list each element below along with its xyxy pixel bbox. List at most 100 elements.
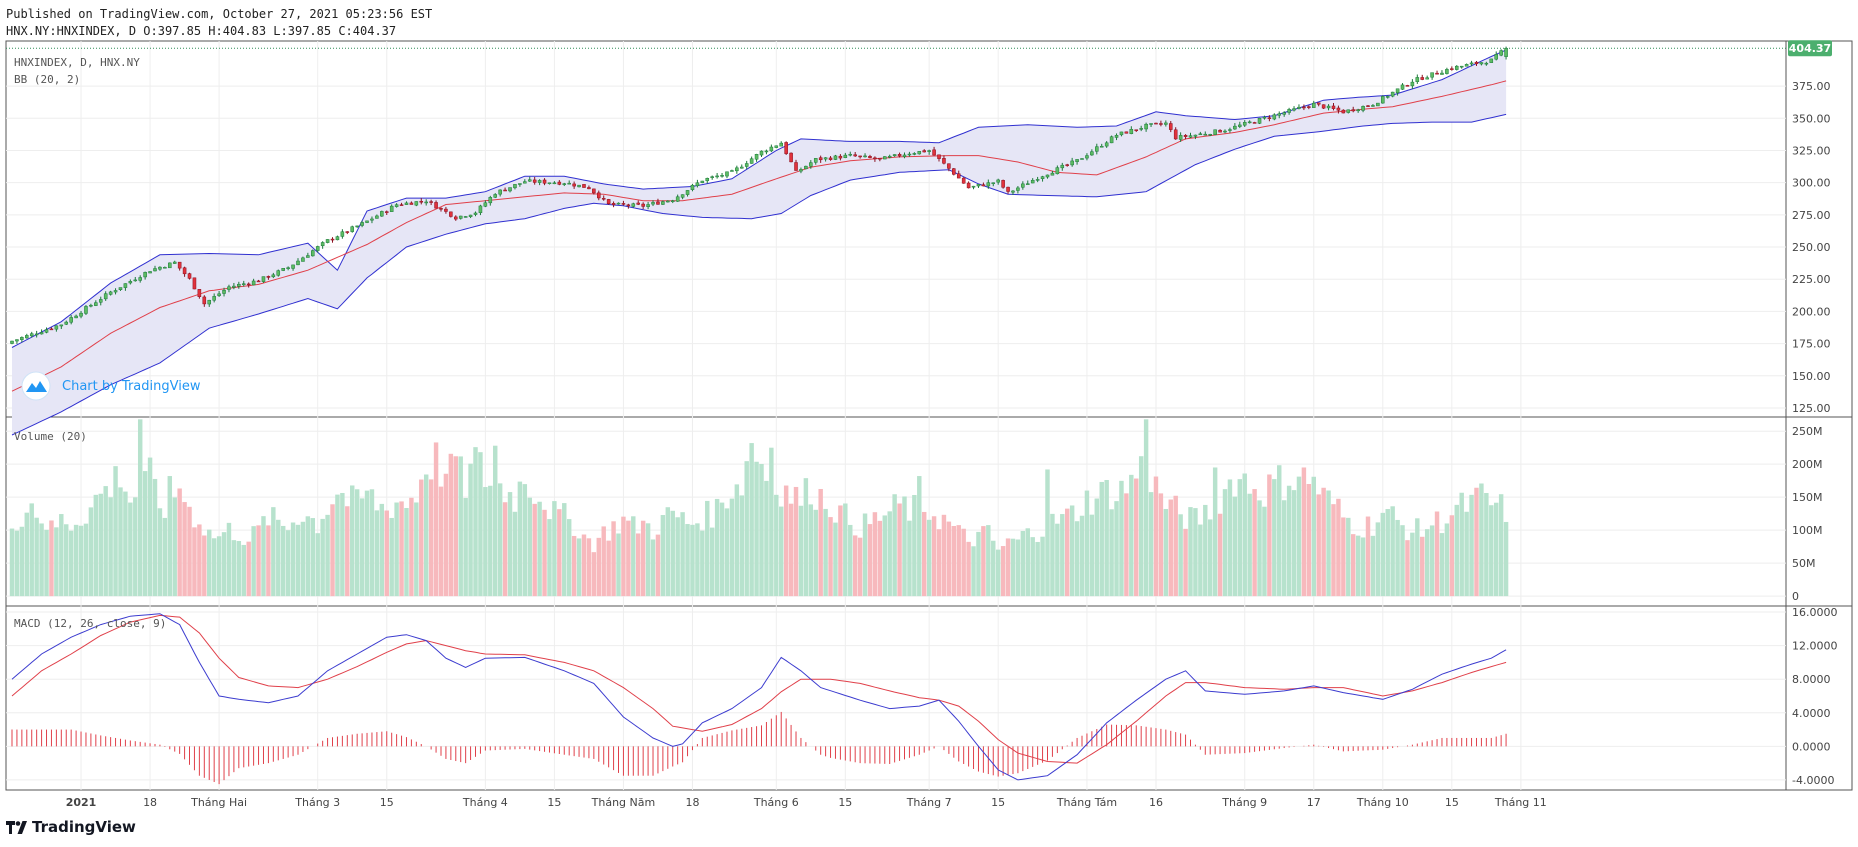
candle-body xyxy=(1065,164,1069,166)
volume-bar xyxy=(788,503,794,597)
candle xyxy=(567,180,571,185)
volume-bar xyxy=(552,501,557,597)
candle xyxy=(1440,70,1444,75)
candle-body xyxy=(1124,131,1129,134)
candle xyxy=(360,220,364,228)
candle xyxy=(1006,186,1010,194)
candle xyxy=(1104,141,1109,148)
price-tick-label: 175.00 xyxy=(1792,338,1831,351)
candle-body xyxy=(547,182,552,185)
candle-body xyxy=(1484,62,1489,65)
candle-body xyxy=(315,246,320,251)
candle-body xyxy=(725,171,729,177)
candle xyxy=(217,290,221,297)
candle-body xyxy=(1242,122,1247,126)
candle xyxy=(1292,106,1296,112)
volume-tick-label: 50M xyxy=(1792,557,1816,570)
candle xyxy=(661,200,665,205)
candle xyxy=(1168,121,1173,133)
candle xyxy=(897,152,902,158)
volume-bar xyxy=(779,506,784,597)
candle-body xyxy=(1371,105,1375,107)
candle xyxy=(222,287,226,297)
candle xyxy=(1420,74,1425,81)
candle xyxy=(158,266,162,271)
volume-bar xyxy=(310,518,316,597)
volume-bar xyxy=(793,486,799,597)
candle-body xyxy=(241,283,246,285)
candle-body xyxy=(1149,123,1153,125)
candle xyxy=(1129,126,1134,135)
candle xyxy=(1001,179,1005,189)
bb-band-fill xyxy=(12,50,1507,435)
candle xyxy=(1307,105,1311,110)
time-tick-label: 2021 xyxy=(66,796,97,809)
candle-body xyxy=(424,201,428,204)
volume-bar xyxy=(828,517,833,597)
candle-body xyxy=(488,197,493,204)
candle xyxy=(266,275,271,280)
candle xyxy=(34,330,39,338)
volume-bar xyxy=(818,488,823,597)
candle-body xyxy=(651,202,655,205)
candle-body xyxy=(1381,96,1385,104)
candle xyxy=(232,282,236,290)
candle-body xyxy=(917,151,922,155)
candle xyxy=(261,276,266,283)
candle xyxy=(1346,109,1351,114)
candle xyxy=(784,141,788,155)
volume-bar xyxy=(1173,495,1178,597)
candle-body xyxy=(217,293,221,296)
candle-body xyxy=(1474,61,1479,65)
candle-body xyxy=(858,155,862,158)
volume-bar xyxy=(1355,535,1361,597)
candle-body xyxy=(1070,160,1074,166)
candle xyxy=(1060,162,1065,171)
candle xyxy=(454,215,458,221)
candle-body xyxy=(922,150,926,153)
candle xyxy=(1055,165,1060,175)
volume-bar xyxy=(813,509,818,597)
volume-bar xyxy=(1410,532,1415,597)
candle xyxy=(537,179,542,186)
candle-body xyxy=(276,270,281,276)
time-tick-label: 15 xyxy=(380,796,394,809)
candle xyxy=(882,156,887,160)
volume-bar xyxy=(1326,490,1331,597)
candle-body xyxy=(429,201,433,203)
volume-bar xyxy=(152,478,158,597)
volume-bar xyxy=(374,510,380,597)
candle xyxy=(725,171,729,179)
tradingview-logo[interactable]: TradingView xyxy=(6,818,136,836)
candle xyxy=(182,266,187,277)
candle-body xyxy=(720,175,724,177)
candle xyxy=(744,160,749,170)
volume-bar xyxy=(586,538,592,597)
volume-bar xyxy=(1158,493,1164,597)
candle-body xyxy=(34,333,39,336)
candle xyxy=(1445,67,1449,75)
volume-bar xyxy=(655,534,661,597)
volume-bar xyxy=(54,527,59,597)
candle xyxy=(370,216,374,224)
candle-body xyxy=(1307,106,1311,108)
candle xyxy=(1173,127,1178,140)
volume-bar xyxy=(1104,480,1109,597)
candle xyxy=(843,152,848,159)
candle xyxy=(1242,120,1247,127)
candle-body xyxy=(103,293,108,300)
candle-body xyxy=(138,277,142,281)
candle xyxy=(917,151,922,155)
volume-bar xyxy=(1079,515,1085,597)
volume-bar xyxy=(19,526,25,597)
candle-body xyxy=(582,184,586,188)
volume-tick-label: 100M xyxy=(1792,524,1823,537)
volume-bar xyxy=(187,506,192,597)
volume-bar xyxy=(458,456,463,597)
volume-bar xyxy=(1035,541,1040,597)
candle-body xyxy=(641,203,645,207)
candle-body xyxy=(789,152,793,163)
candle xyxy=(1124,131,1129,134)
candle-body xyxy=(503,189,507,192)
